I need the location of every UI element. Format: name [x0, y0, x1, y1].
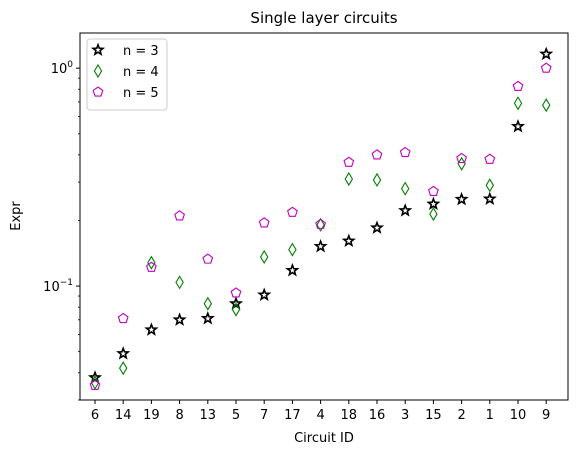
x-tick-label: 9	[542, 408, 550, 423]
y-tick-label: 10−1	[43, 278, 73, 295]
x-tick-label: 15	[425, 408, 442, 423]
data-point-series-3	[512, 80, 524, 91]
data-point-series-2	[118, 361, 128, 376]
data-point-series-1	[454, 191, 469, 206]
data-point-series-2	[400, 181, 410, 196]
x-tick-label: 8	[175, 408, 183, 423]
legend-label-series-1: n = 3	[123, 44, 159, 59]
legend-label-series-3: n = 5	[123, 86, 159, 101]
data-point-series-1	[228, 296, 244, 310]
x-tick-label: 13	[200, 408, 217, 423]
data-point-series-2	[485, 178, 495, 193]
data-point-series-3	[230, 287, 242, 298]
data-point-series-3	[540, 62, 552, 73]
x-tick-label: 2	[457, 408, 465, 423]
data-point-series-3	[145, 261, 157, 272]
x-tick-label: 7	[260, 408, 268, 423]
x-tick-label: 14	[115, 408, 132, 423]
data-point-series-3	[286, 206, 298, 217]
data-point-series-1	[369, 220, 385, 234]
data-point-series-2	[372, 172, 382, 187]
data-point-series-3	[484, 153, 496, 164]
legend-label-series-2: n = 4	[123, 65, 159, 80]
data-point-series-3	[117, 312, 129, 324]
x-tick-label: 17	[284, 408, 301, 423]
data-point-series-1	[285, 262, 300, 277]
data-point-series-2	[316, 217, 325, 232]
data-point-series-2	[231, 302, 241, 317]
data-point-series-3	[258, 217, 270, 228]
x-tick-label: 3	[401, 408, 409, 423]
data-point-series-3	[343, 156, 355, 167]
x-tick-label: 1	[486, 408, 494, 423]
legend: n = 3 n = 4 n = 5	[86, 38, 168, 111]
data-point-series-1	[482, 191, 497, 206]
data-point-series-3	[89, 379, 101, 391]
chart-title: Single layer circuits	[250, 9, 397, 27]
data-point-series-1	[257, 287, 272, 302]
x-tick-label: 4	[316, 408, 324, 423]
x-axis-label: Circuit ID	[294, 431, 354, 446]
data-point-series-3	[427, 185, 439, 196]
legend-marker-series-2	[93, 63, 103, 79]
plot-area	[87, 46, 554, 391]
data-point-series-1	[313, 238, 328, 253]
data-point-series-2	[259, 249, 269, 265]
data-point-series-1	[539, 46, 554, 61]
data-point-series-3	[202, 253, 214, 264]
x-tick-label: 16	[369, 408, 386, 423]
data-point-series-1	[398, 203, 413, 217]
data-point-series-2	[513, 96, 523, 111]
data-point-series-3	[315, 218, 327, 229]
data-point-series-1	[144, 322, 159, 336]
data-point-series-1	[341, 233, 356, 248]
x-tick-label: 18	[341, 408, 358, 423]
x-tick-label: 19	[143, 408, 160, 423]
data-point-series-1	[116, 346, 131, 360]
data-point-series-1	[200, 310, 215, 325]
data-point-series-2	[203, 296, 213, 311]
legend-marker-series-1	[90, 42, 106, 57]
x-tick-label: 6	[91, 408, 99, 423]
x-tick-label: 5	[232, 408, 240, 423]
axes-frame	[79, 32, 569, 401]
legend-marker-series-3	[92, 86, 104, 97]
data-point-series-1	[426, 196, 441, 211]
data-point-series-1	[172, 312, 187, 326]
data-point-series-1	[510, 119, 526, 133]
data-point-series-2	[288, 242, 297, 257]
data-point-series-2	[147, 255, 156, 270]
data-point-series-3	[399, 146, 411, 158]
data-point-series-3	[371, 149, 383, 160]
data-point-series-2	[457, 156, 466, 171]
y-tick-label: 100	[51, 60, 74, 77]
x-tick-label: 10	[510, 408, 527, 423]
data-point-series-3	[174, 210, 186, 221]
data-point-series-2	[90, 375, 100, 390]
data-point-series-2	[429, 206, 438, 222]
data-point-series-2	[541, 98, 551, 113]
data-point-series-2	[175, 275, 184, 290]
data-point-series-3	[456, 152, 468, 164]
legend-frame	[86, 38, 168, 111]
y-axis-label: Expr	[9, 201, 24, 231]
x-axis: 6 14 19 8 13 5 7 17 4 18 16 3 15 2 1 10 9	[91, 400, 550, 423]
data-point-series-2	[344, 171, 354, 187]
